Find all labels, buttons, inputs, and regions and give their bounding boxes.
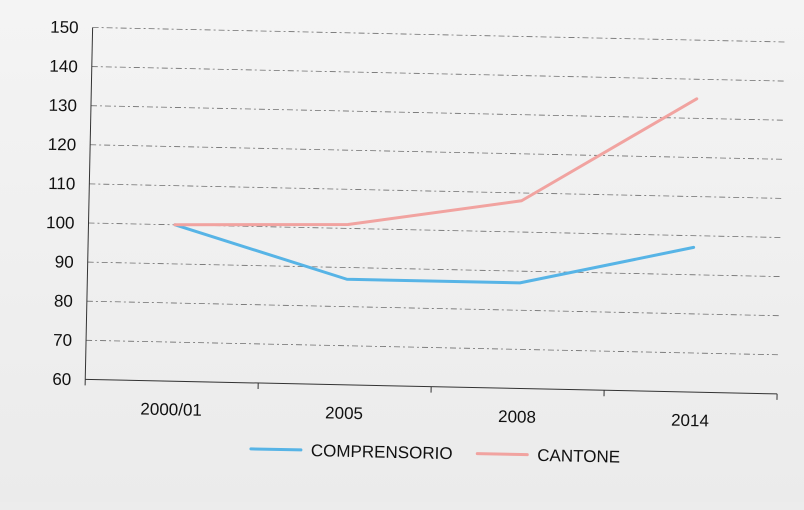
y-tick-label: 70: [53, 331, 72, 350]
y-tick-label: 140: [49, 57, 78, 77]
y-tick-label: 110: [48, 174, 76, 194]
gridline: [87, 301, 779, 315]
y-tick-label: 60: [52, 370, 71, 389]
y-axis-tick-labels: 60 70 80 90 100 110 120 130 140 150: [43, 18, 79, 390]
legend: COMPRENSORIO CANTONE: [251, 440, 621, 467]
x-tick-label: 2000/01: [140, 400, 202, 420]
legend-swatch: [251, 449, 301, 450]
y-tick-label: 120: [48, 135, 77, 155]
y-tick-label: 80: [54, 292, 73, 311]
y-tick-label: 90: [55, 252, 74, 271]
gridline: [89, 184, 781, 198]
gridline: [90, 145, 782, 159]
x-axis-tick-labels: 2000/01 2005 2008 2014: [140, 400, 709, 431]
gridline: [92, 67, 784, 81]
x-tick-label: 2005: [325, 403, 363, 423]
x-tick-label: 2008: [498, 407, 536, 427]
y-axis-line: [85, 27, 92, 379]
x-tick-label: 2014: [671, 411, 709, 431]
legend-label: COMPRENSORIO: [311, 441, 453, 463]
gridlines: [86, 27, 784, 354]
series-line-cantone: [175, 88, 697, 236]
legend-label: CANTONE: [537, 446, 620, 467]
y-tick-label: 130: [48, 96, 77, 116]
legend-swatch: [477, 454, 527, 455]
y-tick-label: 100: [46, 213, 75, 233]
gridline: [88, 262, 780, 276]
gridline: [93, 27, 785, 41]
y-tick-label: 150: [50, 18, 79, 38]
gridline: [86, 340, 778, 354]
